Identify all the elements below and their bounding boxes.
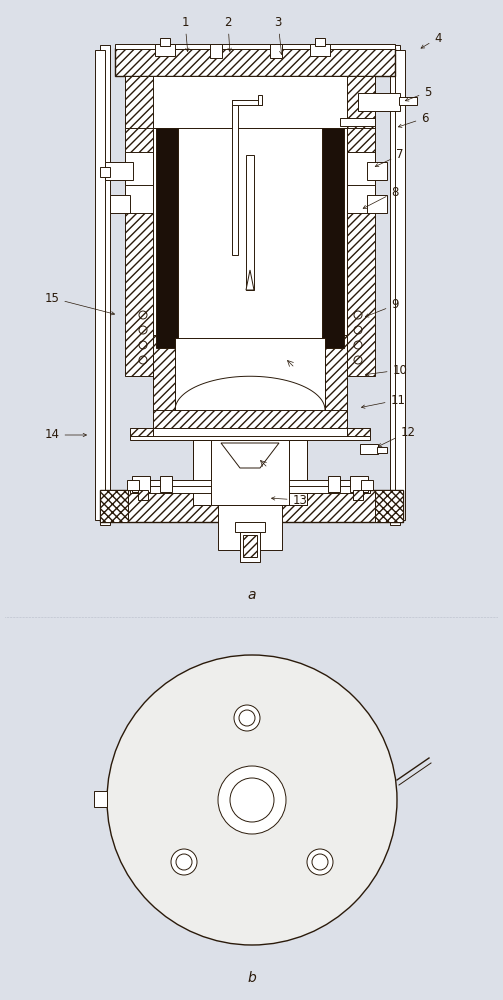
Bar [246, 155, 254, 290]
Text: 1: 1 [181, 15, 189, 51]
Circle shape [230, 778, 274, 822]
Bar [375, 490, 403, 522]
Bar [132, 476, 150, 492]
Circle shape [218, 766, 286, 834]
Text: 13: 13 [272, 493, 307, 506]
Bar [115, 44, 395, 49]
Bar [153, 428, 347, 438]
Text: a: a [248, 588, 256, 602]
Bar [125, 185, 153, 213]
Polygon shape [246, 270, 254, 290]
Circle shape [239, 710, 255, 726]
Bar [390, 45, 400, 525]
Bar [130, 428, 153, 436]
Bar [100, 45, 110, 525]
Bar [360, 444, 378, 454]
Bar [210, 44, 222, 58]
Bar [110, 195, 130, 213]
Circle shape [234, 705, 260, 731]
Circle shape [107, 655, 397, 945]
Bar [258, 95, 262, 105]
Text: b: b [247, 971, 257, 985]
Bar [358, 93, 400, 111]
Text: 5: 5 [405, 86, 432, 101]
Circle shape [171, 849, 197, 875]
Circle shape [307, 849, 333, 875]
Text: 8: 8 [363, 186, 399, 208]
Polygon shape [221, 443, 279, 468]
Bar [347, 152, 375, 187]
Bar [115, 48, 395, 76]
Bar [125, 76, 200, 128]
Bar [243, 535, 257, 557]
Text: 6: 6 [398, 111, 429, 127]
Bar [322, 128, 344, 348]
Text: 14: 14 [44, 428, 87, 442]
Bar [395, 50, 405, 520]
Bar [130, 436, 370, 440]
Bar [94, 791, 107, 807]
Text: 4: 4 [421, 31, 442, 48]
Bar [130, 480, 370, 486]
Text: 10: 10 [366, 363, 407, 376]
Text: 11: 11 [362, 393, 405, 408]
Bar [367, 195, 387, 213]
Bar [175, 338, 325, 410]
Bar [95, 50, 105, 520]
Bar [347, 185, 375, 213]
Bar [218, 505, 282, 550]
Bar [153, 76, 347, 128]
Circle shape [312, 854, 328, 870]
Text: 7: 7 [375, 148, 404, 167]
Bar [350, 476, 368, 492]
Bar [153, 335, 175, 420]
Bar [289, 440, 307, 505]
Bar [155, 44, 175, 56]
Text: 15: 15 [45, 292, 115, 315]
Bar [235, 522, 265, 532]
Bar [100, 490, 403, 522]
Bar [153, 128, 347, 338]
Bar [347, 428, 370, 436]
Text: 12: 12 [378, 426, 415, 446]
Bar [353, 490, 363, 500]
Bar [347, 76, 375, 376]
Bar [310, 44, 330, 56]
Bar [328, 476, 340, 492]
Bar [105, 162, 133, 180]
Bar [130, 485, 370, 493]
Bar [300, 76, 375, 128]
Bar [100, 167, 110, 177]
Bar [399, 97, 417, 105]
Bar [127, 480, 139, 490]
Bar [138, 490, 148, 500]
Text: 9: 9 [365, 298, 399, 317]
Bar [340, 118, 375, 126]
Bar [361, 480, 373, 490]
Bar [5, 615, 498, 975]
Bar [160, 476, 172, 492]
Bar [377, 447, 387, 453]
Text: 2: 2 [224, 15, 232, 51]
Bar [232, 100, 238, 255]
Circle shape [176, 854, 192, 870]
Bar [193, 440, 307, 505]
Bar [100, 490, 128, 522]
Bar [211, 440, 289, 505]
Bar [160, 38, 170, 46]
Bar [325, 335, 347, 420]
Bar [156, 128, 178, 348]
Bar [193, 440, 211, 505]
Bar [367, 162, 387, 180]
Bar [232, 100, 262, 105]
Bar [153, 410, 347, 428]
Bar [315, 38, 325, 46]
Bar [125, 152, 153, 187]
Bar [240, 532, 260, 562]
Text: 3: 3 [274, 15, 283, 54]
Bar [125, 76, 153, 376]
Bar [270, 44, 282, 58]
